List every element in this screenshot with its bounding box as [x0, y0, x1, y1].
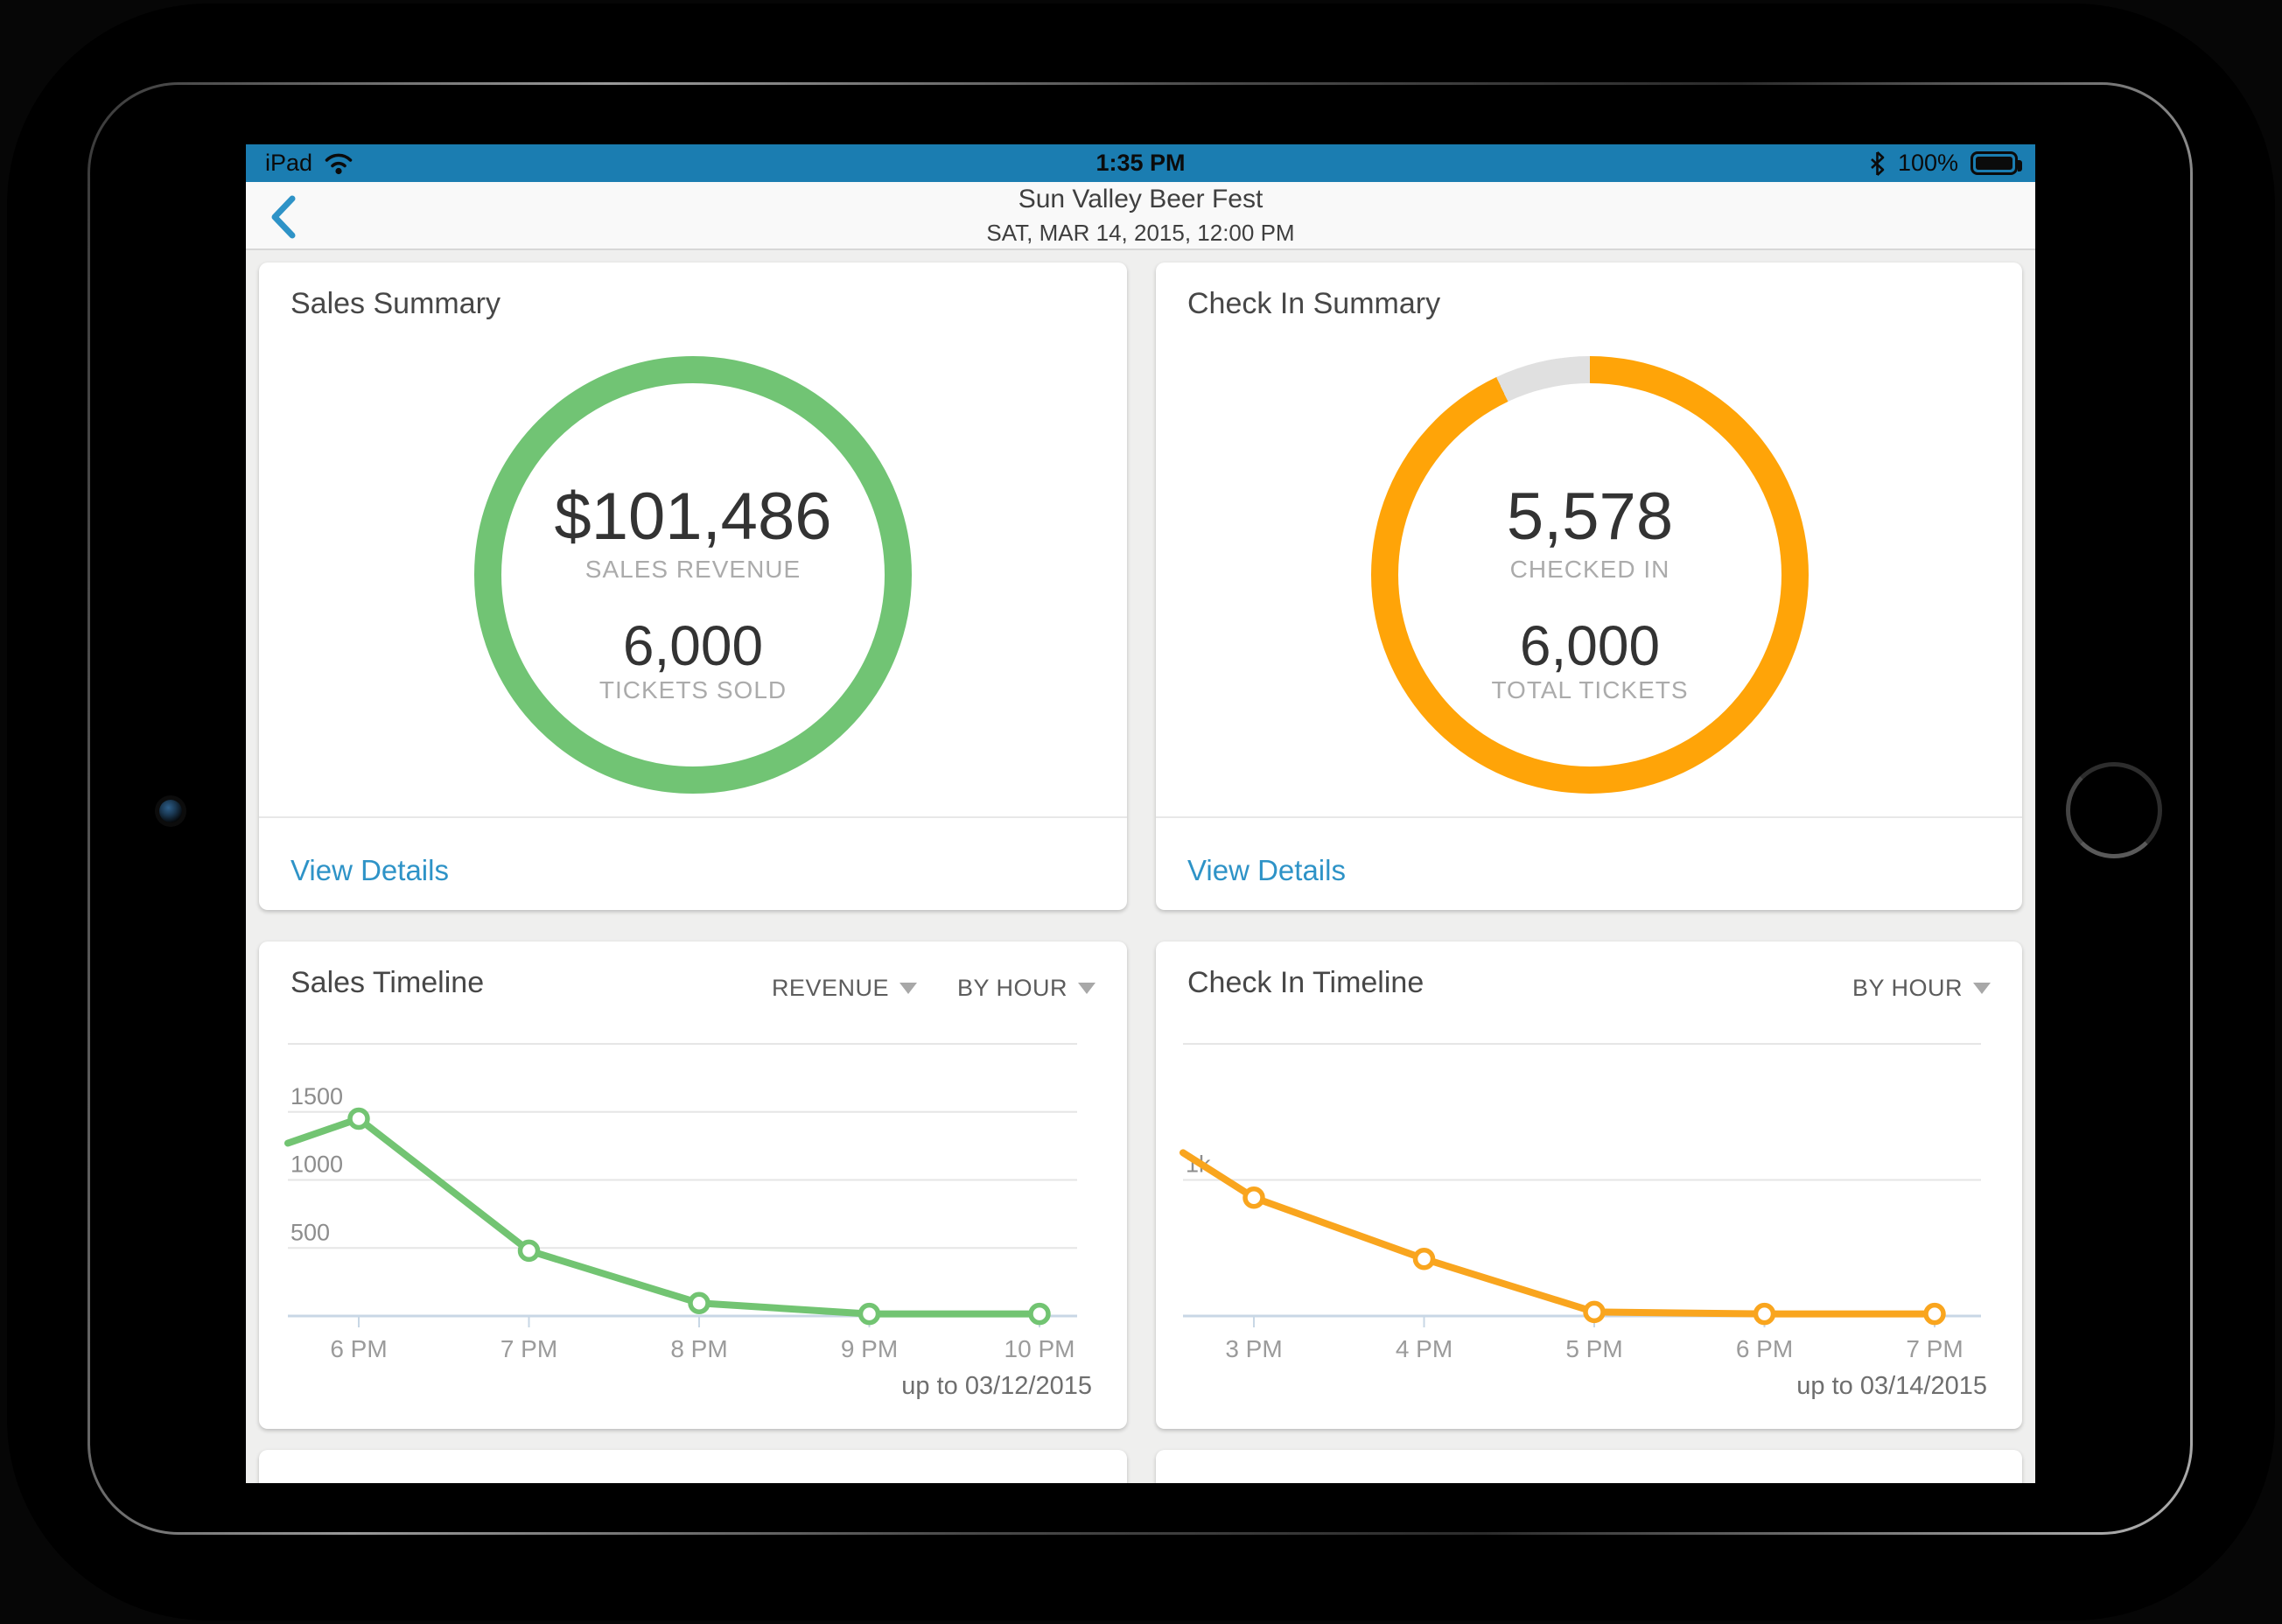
svg-text:1000: 1000 — [290, 1152, 343, 1178]
svg-text:6 PM: 6 PM — [1736, 1335, 1793, 1362]
checkin-ring-values: 5,578 CHECKED IN 6,000 TOTAL TICKETS — [1371, 356, 1809, 794]
ipad-frame: iPad 1:35 PM 100% — [88, 82, 2193, 1535]
wifi-icon — [325, 153, 353, 175]
svg-text:4 PM: 4 PM — [1396, 1335, 1452, 1362]
filter-revenue[interactable]: REVENUE — [772, 975, 917, 1002]
home-button[interactable] — [2066, 762, 2162, 858]
svg-text:9 PM: 9 PM — [841, 1335, 898, 1362]
sales-timeline-note: up to 03/12/2015 — [901, 1372, 1092, 1400]
ipad-bezel: iPad 1:35 PM 100% — [90, 85, 2190, 1532]
checkin-timeline-title: Check In Timeline — [1187, 966, 1424, 999]
svg-text:1500: 1500 — [290, 1083, 343, 1110]
chevron-down-icon — [1078, 983, 1096, 994]
filter-label: REVENUE — [771, 975, 889, 1001]
bluetooth-icon — [1871, 150, 1885, 176]
chevron-down-icon — [899, 983, 917, 994]
svg-text:6 PM: 6 PM — [330, 1335, 387, 1362]
checked-in-value: 5,578 — [1506, 480, 1674, 554]
tickets-sold-value: 6,000 — [622, 614, 764, 677]
tickets-sold-label: TICKETS SOLD — [598, 676, 788, 704]
total-tickets-value: 6,000 — [1519, 614, 1661, 677]
sales-revenue-value: $101,486 — [554, 480, 832, 554]
battery-icon — [1970, 151, 2022, 175]
sales-view-details-link[interactable]: View Details — [290, 854, 449, 886]
app-screen: iPad 1:35 PM 100% — [246, 144, 2035, 1483]
event-title: Sun Valley Beer Fest — [1018, 184, 1264, 214]
sales-summary-title: Sales Summary — [290, 287, 500, 320]
svg-text:8 PM: 8 PM — [670, 1335, 727, 1362]
partial-card-right — [1156, 1450, 2022, 1483]
sales-timeline-filters: REVENUE BY HOUR — [772, 975, 1096, 1002]
checkin-timeline-note: up to 03/14/2015 — [1796, 1372, 1987, 1400]
svg-text:500: 500 — [290, 1219, 330, 1245]
chevron-down-icon — [1973, 983, 1991, 994]
battery-percent: 100% — [1897, 150, 1958, 176]
svg-text:7 PM: 7 PM — [1906, 1335, 1963, 1362]
filter-label: BY HOUR — [956, 975, 1068, 1001]
clock: 1:35 PM — [1096, 150, 1186, 176]
svg-text:7 PM: 7 PM — [500, 1335, 557, 1362]
checkin-summary-title: Check In Summary — [1187, 287, 1441, 320]
sales-ring-values: $101,486 SALES REVENUE 6,000 TICKETS SOL… — [474, 356, 912, 794]
checkin-timeline-chart: 1k3 PM 4 PM 5 PM 6 PM 7 PM — [1180, 1043, 1981, 1362]
sales-summary-card: Sales Summary $101,486 SALES REVENUE 6,0… — [259, 262, 1127, 910]
sales-revenue-label: SALES REVENUE — [584, 556, 802, 583]
event-datetime: SAT, MAR 14, 2015, 12:00 PM — [986, 219, 1295, 246]
checkin-timeline-filters: BY HOUR — [1852, 975, 1991, 1002]
checkin-ring-chart — [1371, 356, 1809, 794]
filter-by-hour[interactable]: BY HOUR — [1852, 975, 1991, 1002]
svg-text:3 PM: 3 PM — [1225, 1335, 1282, 1362]
front-camera — [159, 800, 182, 822]
filter-by-hour[interactable]: BY HOUR — [957, 975, 1096, 1002]
svg-text:5 PM: 5 PM — [1565, 1335, 1622, 1362]
divider — [259, 816, 1127, 818]
total-tickets-label: TOTAL TICKETS — [1491, 676, 1689, 704]
sales-timeline-chart: 1500 1000 500 6 PM 7 PM 8 PM 9 PM 10 PM — [284, 1043, 1077, 1362]
checkin-summary-card: Check In Summary 5,578 CHECKED IN 6,000 … — [1156, 262, 2022, 910]
divider — [1156, 816, 2022, 818]
checkin-view-details-link[interactable]: View Details — [1187, 854, 1346, 886]
sales-timeline-title: Sales Timeline — [290, 966, 485, 999]
checkin-timeline-card: Check In Timeline BY HOUR 1k 3 PM 4 PM 5 PM… — [1156, 942, 2022, 1429]
partial-card-left — [259, 1450, 1127, 1483]
back-chevron-icon — [271, 195, 296, 239]
back-button[interactable] — [270, 194, 314, 240]
nav-bar: Sun Valley Beer Fest SAT, MAR 14, 2015, … — [246, 182, 2035, 250]
svg-text:10 PM: 10 PM — [1004, 1335, 1075, 1362]
status-bar: iPad 1:35 PM 100% — [246, 144, 2035, 182]
carrier-label: iPad — [265, 150, 313, 176]
filter-label: BY HOUR — [1852, 975, 1963, 1001]
checked-in-label: CHECKED IN — [1509, 556, 1670, 583]
sales-timeline-card: Sales Timeline REVENUE BY HOUR 1500 1000 50… — [259, 942, 1127, 1429]
